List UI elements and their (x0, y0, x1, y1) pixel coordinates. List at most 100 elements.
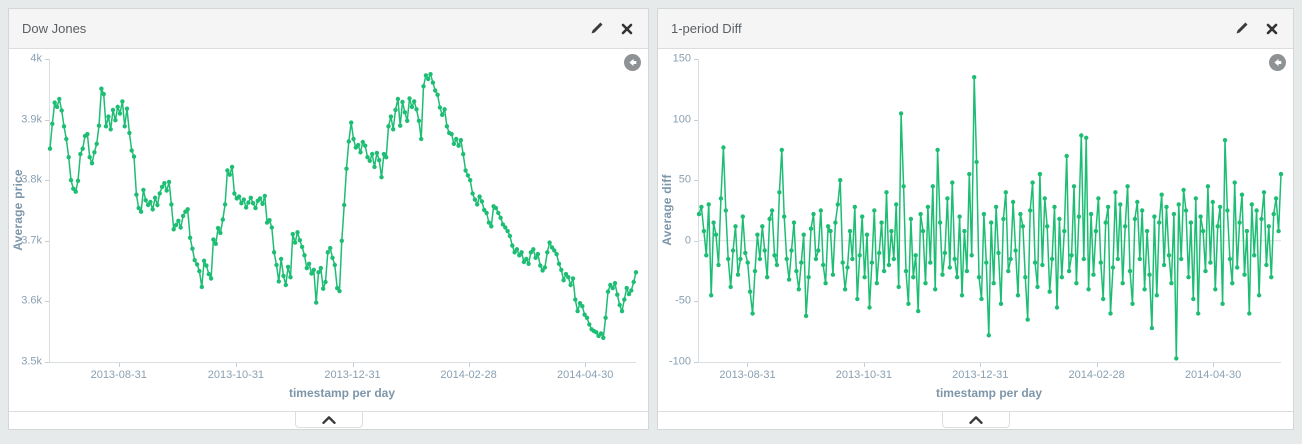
data-point[interactable] (891, 256, 896, 262)
data-point[interactable] (278, 256, 284, 262)
data-point[interactable] (409, 104, 415, 110)
data-point[interactable] (201, 258, 207, 263)
data-point[interactable] (1179, 256, 1184, 262)
data-point[interactable] (610, 285, 615, 291)
data-point[interactable] (514, 247, 520, 252)
data-point[interactable] (493, 205, 499, 211)
data-point[interactable] (500, 222, 506, 227)
data-point[interactable] (801, 232, 806, 237)
data-point[interactable] (391, 127, 396, 132)
data-point[interactable] (711, 220, 716, 225)
data-point[interactable] (1127, 268, 1133, 274)
data-point[interactable] (477, 194, 482, 199)
data-point[interactable] (262, 193, 267, 199)
data-point[interactable] (171, 227, 176, 232)
data-point[interactable] (884, 190, 889, 195)
data-point[interactable] (180, 213, 186, 219)
data-point[interactable] (239, 201, 244, 206)
data-point[interactable] (59, 108, 64, 113)
data-point[interactable] (419, 136, 424, 142)
data-point[interactable] (1032, 260, 1038, 265)
data-point[interactable] (1071, 184, 1077, 189)
data-point[interactable] (845, 265, 850, 270)
pencil-icon[interactable] (1233, 21, 1249, 37)
data-point[interactable] (257, 196, 263, 201)
data-point[interactable] (923, 281, 928, 286)
data-point[interactable] (959, 293, 965, 298)
data-point[interactable] (745, 260, 750, 265)
data-point[interactable] (925, 204, 931, 210)
data-point[interactable] (372, 164, 377, 170)
data-point[interactable] (1181, 187, 1186, 193)
data-point[interactable] (957, 214, 962, 219)
data-point[interactable] (903, 268, 909, 274)
data-point[interactable] (1132, 216, 1138, 222)
data-point[interactable] (402, 110, 408, 115)
data-point[interactable] (811, 211, 816, 217)
data-point[interactable] (384, 155, 389, 160)
data-point[interactable] (299, 244, 305, 250)
data-point[interactable] (498, 215, 503, 220)
data-point[interactable] (847, 228, 853, 234)
data-point[interactable] (601, 335, 606, 340)
data-point[interactable] (1164, 204, 1169, 210)
data-point[interactable] (521, 259, 527, 265)
data-point[interactable] (782, 214, 787, 219)
data-point[interactable] (243, 205, 249, 210)
data-point[interactable] (986, 333, 991, 338)
data-point[interactable] (187, 235, 193, 240)
data-point[interactable] (1062, 228, 1067, 234)
data-point[interactable] (1152, 214, 1157, 219)
data-point[interactable] (1125, 184, 1130, 189)
data-point[interactable] (842, 287, 848, 292)
data-point[interactable] (1103, 220, 1108, 225)
data-point[interactable] (330, 255, 335, 260)
data-point[interactable] (276, 279, 281, 284)
data-point[interactable] (730, 248, 736, 253)
data-point[interactable] (503, 225, 508, 230)
data-point[interactable] (1213, 287, 1218, 292)
data-point[interactable] (840, 260, 845, 265)
data-point[interactable] (799, 260, 804, 265)
data-point[interactable] (1157, 220, 1162, 225)
data-point[interactable] (1276, 228, 1281, 234)
data-point[interactable] (542, 265, 548, 270)
data-point[interactable] (877, 250, 882, 256)
data-point[interactable] (395, 96, 401, 102)
data-point[interactable] (281, 273, 286, 279)
data-point[interactable] (1037, 171, 1043, 177)
data-point[interactable] (713, 232, 719, 237)
data-point[interactable] (1254, 208, 1259, 213)
data-point[interactable] (85, 131, 90, 137)
data-point[interactable] (437, 105, 443, 110)
data-point[interactable] (1174, 356, 1179, 361)
data-point[interactable] (789, 248, 794, 253)
data-point[interactable] (470, 191, 475, 196)
data-point[interactable] (784, 256, 789, 262)
data-point[interactable] (1237, 220, 1242, 225)
data-point[interactable] (945, 196, 950, 201)
data-point[interactable] (456, 143, 461, 148)
data-point[interactable] (928, 260, 933, 265)
data-point[interactable] (416, 118, 422, 123)
data-point[interactable] (608, 282, 613, 288)
data-point[interactable] (998, 301, 1004, 306)
data-point[interactable] (323, 279, 328, 285)
data-point[interactable] (328, 245, 333, 251)
data-point[interactable] (297, 238, 302, 243)
data-point[interactable] (283, 282, 288, 288)
data-point[interactable] (1118, 202, 1123, 207)
data-point[interactable] (794, 268, 799, 274)
data-point[interactable] (106, 114, 111, 119)
data-point[interactable] (791, 220, 797, 225)
data-point[interactable] (1232, 180, 1237, 185)
data-point[interactable] (947, 265, 952, 270)
data-point[interactable] (816, 248, 821, 253)
data-point[interactable] (549, 245, 555, 250)
data-point[interactable] (208, 276, 214, 281)
data-point[interactable] (1049, 256, 1055, 262)
data-point[interactable] (1042, 196, 1047, 201)
data-point[interactable] (769, 208, 775, 213)
data-point[interactable] (755, 232, 760, 237)
data-point[interactable] (309, 271, 314, 276)
